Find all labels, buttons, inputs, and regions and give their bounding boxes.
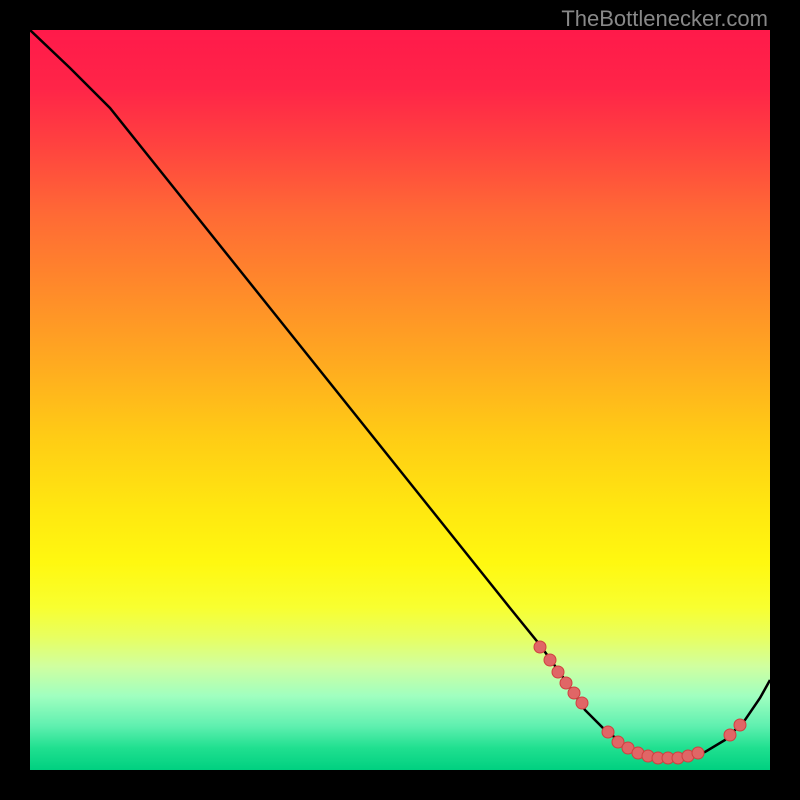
chart-svg [30, 30, 770, 770]
curve-marker [734, 719, 746, 731]
curve-marker [576, 697, 588, 709]
curve-marker [560, 677, 572, 689]
curve-marker [544, 654, 556, 666]
curve-marker [568, 687, 580, 699]
bottleneck-chart [30, 30, 770, 770]
curve-marker [724, 729, 736, 741]
curve-marker [602, 726, 614, 738]
curve-marker [534, 641, 546, 653]
watermark-text: TheBottlenecker.com [561, 6, 768, 32]
chart-background [30, 30, 770, 770]
curve-marker [552, 666, 564, 678]
curve-marker [692, 747, 704, 759]
